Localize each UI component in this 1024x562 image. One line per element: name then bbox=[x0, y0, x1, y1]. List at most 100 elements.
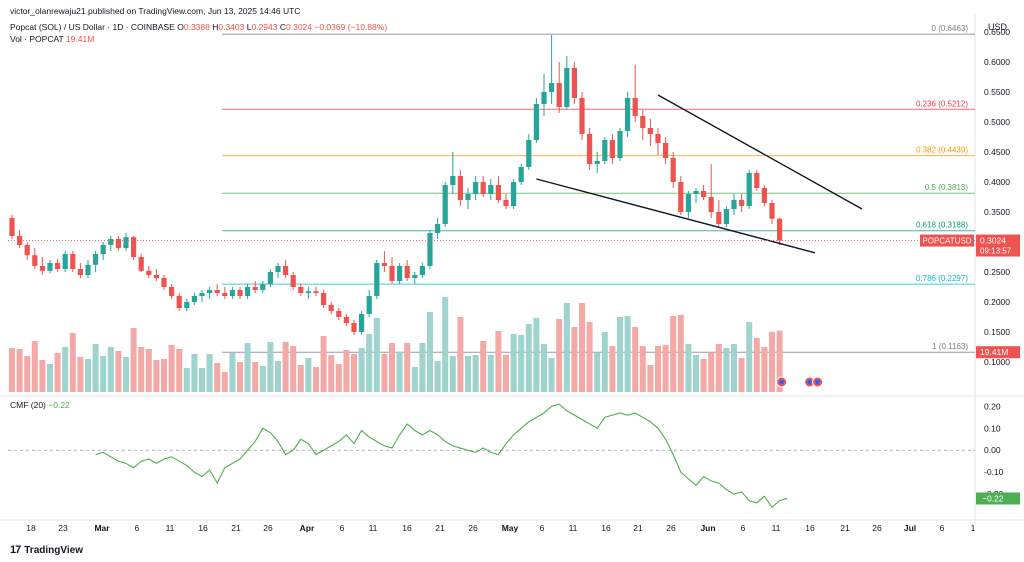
cmf-label[interactable]: CMF (20) bbox=[10, 400, 46, 410]
fib-level-label: 0.382 (0.4439) bbox=[916, 146, 968, 155]
candle-body bbox=[716, 212, 722, 224]
time-tick-label: Jun bbox=[700, 523, 715, 533]
candle-body bbox=[701, 191, 707, 197]
candle-body bbox=[473, 182, 479, 194]
volume-bar bbox=[259, 366, 266, 392]
candle-body bbox=[108, 239, 114, 245]
volume-bar bbox=[168, 345, 175, 392]
volume-bar bbox=[480, 341, 487, 392]
volume-bar bbox=[252, 362, 259, 392]
volume-bar bbox=[495, 331, 502, 392]
candle-body bbox=[336, 311, 342, 317]
candle-body bbox=[267, 272, 273, 284]
candle-body bbox=[465, 194, 471, 200]
low-value: 0.2943 bbox=[251, 22, 278, 32]
volume-bar bbox=[655, 346, 661, 392]
candle-body bbox=[328, 305, 334, 311]
volume-bar bbox=[237, 362, 243, 392]
fib-level-label: 0 (0.6463) bbox=[932, 24, 969, 33]
volume-bar bbox=[275, 361, 281, 392]
candle-body bbox=[723, 209, 729, 224]
candle-body bbox=[693, 191, 699, 194]
candle-body bbox=[564, 68, 570, 107]
candle-body bbox=[777, 218, 783, 241]
candle-body bbox=[769, 203, 775, 219]
fib-level-label: 0.618 (0.3188) bbox=[916, 221, 968, 230]
candle-body bbox=[670, 158, 676, 182]
time-tick-label: 16 bbox=[601, 523, 611, 533]
candle-body bbox=[313, 291, 319, 293]
tradingview-logo[interactable]: 17 TradingView bbox=[10, 544, 83, 556]
candle-body bbox=[397, 266, 403, 281]
volume-bar bbox=[351, 354, 357, 392]
volume-bar bbox=[335, 364, 342, 392]
fib-level-label: 0.5 (0.3813) bbox=[925, 183, 968, 192]
candle-body bbox=[617, 131, 623, 158]
time-tick-label: 21 bbox=[231, 523, 241, 533]
candle-body bbox=[647, 128, 653, 134]
high-label: H bbox=[212, 22, 219, 32]
volume-bar bbox=[176, 349, 183, 392]
candle-body bbox=[191, 296, 197, 302]
volume-bar bbox=[715, 344, 722, 392]
cmf-tag-bg bbox=[976, 492, 1020, 505]
candle-body bbox=[245, 287, 251, 296]
candle-body bbox=[146, 270, 152, 275]
candle-body bbox=[746, 173, 752, 206]
price-tag-countdown: 09:13:57 bbox=[980, 247, 1012, 256]
volume-bar bbox=[92, 344, 99, 392]
volume-bar bbox=[123, 357, 129, 392]
time-tick-label: 11 bbox=[166, 523, 175, 533]
candle-body bbox=[184, 302, 190, 308]
candle-body bbox=[359, 314, 365, 332]
time-tick-label: 21 bbox=[633, 523, 643, 533]
volume-bar bbox=[9, 348, 15, 392]
volume-tag-bg bbox=[976, 346, 1020, 359]
volume-bar bbox=[662, 345, 669, 392]
volume-label[interactable]: Vol · POPCAT bbox=[10, 34, 64, 44]
candle-body bbox=[556, 83, 562, 107]
candle-body bbox=[685, 194, 691, 212]
volume-bar bbox=[738, 358, 745, 392]
currency-label[interactable]: USD bbox=[988, 22, 1008, 32]
tradingview-logo-text: TradingView bbox=[24, 544, 83, 556]
time-tick-label: 26 bbox=[666, 523, 676, 533]
candle-body bbox=[511, 182, 517, 206]
price-tick-label: 0.1000 bbox=[984, 357, 1010, 367]
fib-level-label: 0.786 (0.2297) bbox=[916, 274, 968, 283]
candle-body bbox=[161, 278, 167, 287]
candle-body bbox=[366, 296, 372, 314]
volume-bar bbox=[358, 348, 365, 392]
volume-bar bbox=[161, 359, 167, 392]
candle-body bbox=[594, 161, 600, 164]
price-tick-label: 0.3500 bbox=[984, 207, 1010, 217]
volume-bar bbox=[343, 350, 350, 392]
candle-body bbox=[343, 317, 349, 323]
candle-body bbox=[283, 266, 289, 275]
symbol-name[interactable]: Popcat (SOL) / US Dollar · 1D · COINBASE bbox=[10, 22, 175, 32]
candle-body bbox=[123, 237, 129, 248]
candle-body bbox=[9, 218, 15, 236]
candle-body bbox=[153, 275, 159, 278]
candle-body bbox=[260, 284, 266, 290]
candle-body bbox=[503, 200, 509, 206]
time-tick-label: 21 bbox=[840, 523, 850, 533]
wedge-lower-trendline bbox=[536, 178, 816, 254]
volume-bar bbox=[69, 333, 76, 392]
candle-body bbox=[85, 264, 91, 275]
low-label: L bbox=[246, 22, 252, 32]
volume-bar bbox=[465, 356, 471, 392]
candle-body bbox=[663, 143, 669, 158]
candle-body bbox=[480, 182, 486, 194]
volume-bar bbox=[731, 344, 737, 392]
time-tick-label: 6 bbox=[135, 523, 140, 533]
candle-body bbox=[77, 269, 83, 275]
volume-bar bbox=[746, 322, 753, 392]
volume-bar bbox=[153, 360, 160, 392]
symbol-line: Popcat (SOL) / US Dollar · 1D · COINBASE… bbox=[10, 22, 387, 32]
volume-bar bbox=[457, 317, 464, 392]
fib-level-label: 0.236 (0.5212) bbox=[916, 99, 968, 108]
time-tick-label: Jul bbox=[904, 523, 916, 533]
volume-bar bbox=[541, 344, 547, 392]
